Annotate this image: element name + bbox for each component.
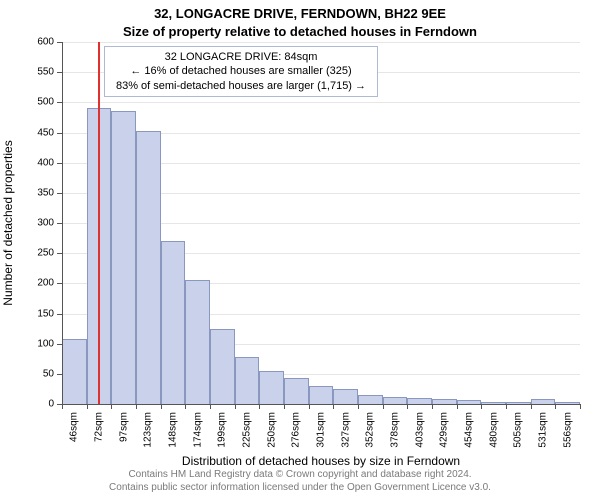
x-tick	[580, 404, 581, 409]
y-tick-label: 200	[24, 278, 54, 289]
y-axis-label: Number of detached properties	[1, 140, 15, 305]
histogram-bar	[383, 397, 408, 404]
x-tick-label: 327sqm	[340, 412, 351, 448]
subject-marker-line	[98, 42, 100, 404]
gridline	[62, 102, 580, 103]
y-tick-label: 400	[24, 157, 54, 168]
histogram-bar	[62, 339, 87, 404]
histogram-bar	[358, 395, 383, 404]
x-tick-label: 97sqm	[118, 412, 129, 442]
histogram-bar	[161, 241, 186, 404]
x-tick-label: 480sqm	[488, 412, 499, 448]
x-tick-label: 199sqm	[217, 412, 228, 448]
y-tick-label: 450	[24, 127, 54, 138]
histogram-bar	[259, 371, 284, 404]
y-tick-label: 300	[24, 218, 54, 229]
x-tick-label: 225sqm	[242, 412, 253, 448]
y-tick-label: 550	[24, 67, 54, 78]
annotation-line2: ← 16% of detached houses are smaller (32…	[111, 64, 371, 78]
x-tick-label: 123sqm	[143, 412, 154, 448]
x-tick-label: 531sqm	[538, 412, 549, 448]
x-tick-label: 403sqm	[414, 412, 425, 448]
y-tick-label: 0	[24, 399, 54, 410]
x-tick-label: 505sqm	[513, 412, 524, 448]
histogram-bar	[284, 378, 309, 404]
x-tick-label: 352sqm	[365, 412, 376, 448]
chart-title-line2: Size of property relative to detached ho…	[0, 24, 600, 39]
x-tick-label: 174sqm	[192, 412, 203, 448]
histogram-bar	[235, 357, 260, 404]
y-tick-label: 250	[24, 248, 54, 259]
histogram-bar	[309, 386, 334, 404]
histogram-bar	[333, 389, 358, 404]
footer-line2: Contains public sector information licen…	[0, 481, 600, 494]
x-tick-label: 454sqm	[464, 412, 475, 448]
x-axis-line	[62, 404, 580, 405]
annotation-callout: 32 LONGACRE DRIVE: 84sqm ← 16% of detach…	[104, 46, 378, 97]
x-tick-label: 556sqm	[562, 412, 573, 448]
annotation-line3: 83% of semi-detached houses are larger (…	[111, 79, 371, 93]
histogram-bar	[136, 131, 161, 404]
histogram-bar	[210, 329, 235, 404]
y-tick-label: 600	[24, 37, 54, 48]
x-tick-label: 276sqm	[291, 412, 302, 448]
x-tick-label: 250sqm	[266, 412, 277, 448]
x-tick-label: 148sqm	[168, 412, 179, 448]
y-axis-line	[62, 42, 63, 404]
y-tick-label: 350	[24, 187, 54, 198]
y-tick-label: 100	[24, 338, 54, 349]
x-axis-label: Distribution of detached houses by size …	[62, 454, 580, 468]
histogram-bar	[185, 280, 210, 404]
root: 32, LONGACRE DRIVE, FERNDOWN, BH22 9EE S…	[0, 0, 600, 500]
footer-line1: Contains HM Land Registry data © Crown c…	[0, 468, 600, 481]
attribution-footer: Contains HM Land Registry data © Crown c…	[0, 468, 600, 494]
gridline	[62, 42, 580, 43]
y-tick-label: 150	[24, 308, 54, 319]
y-tick-label: 50	[24, 368, 54, 379]
chart-title-line1: 32, LONGACRE DRIVE, FERNDOWN, BH22 9EE	[0, 6, 600, 21]
x-tick-label: 72sqm	[94, 412, 105, 442]
histogram-bar	[111, 111, 136, 404]
x-tick-label: 378sqm	[390, 412, 401, 448]
x-tick-label: 301sqm	[316, 412, 327, 448]
y-tick-label: 500	[24, 97, 54, 108]
annotation-line1: 32 LONGACRE DRIVE: 84sqm	[111, 50, 371, 64]
x-tick-label: 429sqm	[439, 412, 450, 448]
x-tick-label: 46sqm	[69, 412, 80, 442]
